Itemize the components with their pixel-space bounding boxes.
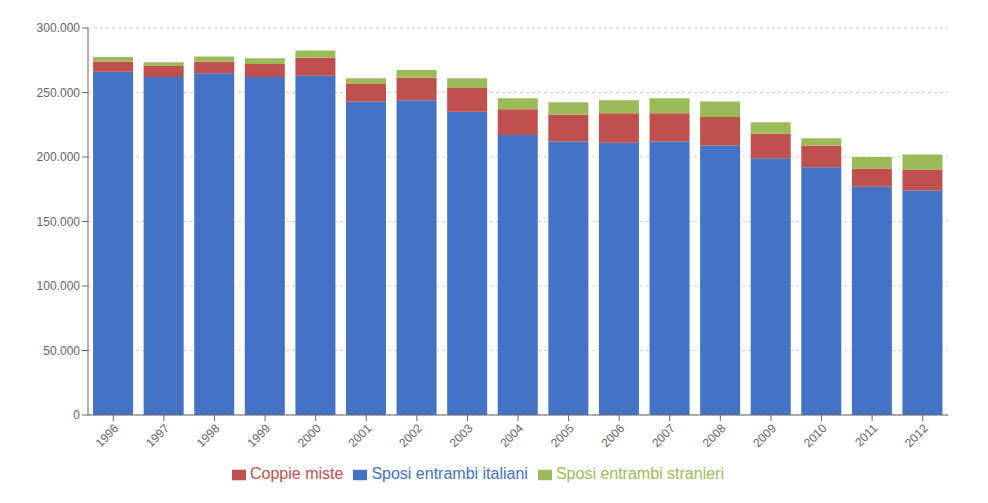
svg-text:2000: 2000 — [295, 421, 324, 450]
svg-text:2011: 2011 — [852, 421, 880, 449]
svg-text:2004: 2004 — [497, 421, 526, 450]
svg-text:300.000: 300.000 — [37, 21, 81, 35]
svg-text:2010: 2010 — [801, 421, 830, 450]
svg-text:2005: 2005 — [548, 421, 577, 450]
svg-text:1999: 1999 — [244, 421, 273, 450]
svg-text:100.000: 100.000 — [37, 279, 81, 293]
svg-text:0: 0 — [73, 408, 80, 422]
svg-text:1997: 1997 — [143, 421, 172, 450]
html-text:Coppie miste: Coppie miste — [250, 465, 344, 482]
svg-text:150.000: 150.000 — [37, 215, 81, 229]
svg-text:2009: 2009 — [750, 421, 779, 450]
svg-text:50.000: 50.000 — [43, 344, 80, 358]
html-text:Sposi entrambi stranieri: Sposi entrambi stranieri — [555, 465, 724, 482]
svg-text:2007: 2007 — [649, 421, 678, 450]
svg-text:2002: 2002 — [396, 421, 425, 450]
svg-text:2006: 2006 — [599, 421, 628, 450]
svg-text:1996: 1996 — [93, 421, 122, 450]
svg-text:1998: 1998 — [194, 421, 223, 450]
svg-text:250.000: 250.000 — [37, 86, 81, 100]
svg-text:2003: 2003 — [447, 421, 476, 450]
svg-text:200.000: 200.000 — [37, 150, 81, 164]
html-text:Sposi entrambi italiani: Sposi entrambi italiani — [371, 465, 528, 482]
svg-text:2008: 2008 — [700, 421, 729, 450]
svg-text:2012: 2012 — [902, 421, 931, 450]
svg-text:2001: 2001 — [346, 421, 375, 450]
